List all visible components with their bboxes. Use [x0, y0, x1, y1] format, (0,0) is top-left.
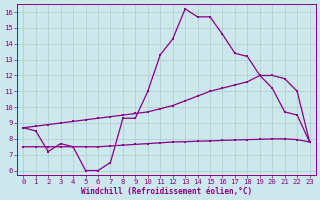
X-axis label: Windchill (Refroidissement éolien,°C): Windchill (Refroidissement éolien,°C) — [81, 187, 252, 196]
